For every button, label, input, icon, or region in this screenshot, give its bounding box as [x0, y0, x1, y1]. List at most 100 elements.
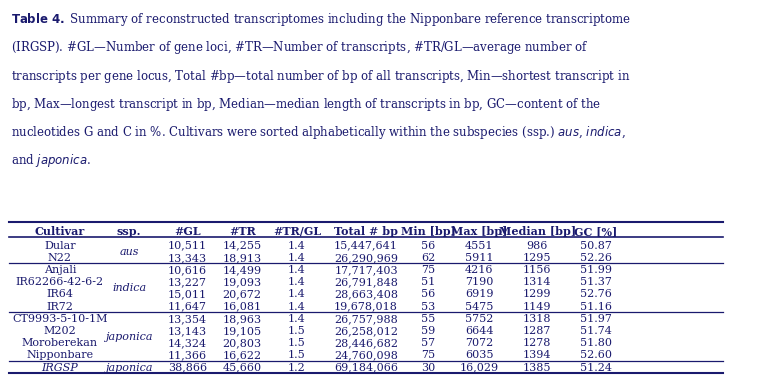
Text: 16,622: 16,622 — [223, 351, 262, 360]
Text: 14,255: 14,255 — [223, 241, 262, 250]
Text: transcripts per gene locus, Total #bp$\bf{—}$total number of bp of all transcrip: transcripts per gene locus, Total #bp$\b… — [11, 67, 630, 85]
Text: 4216: 4216 — [465, 265, 493, 275]
Text: 1299: 1299 — [523, 289, 552, 300]
Text: 56: 56 — [421, 241, 435, 250]
Text: 17,717,403: 17,717,403 — [334, 265, 398, 275]
Text: 51.37: 51.37 — [580, 277, 611, 287]
Text: 6644: 6644 — [465, 326, 493, 336]
Text: 26,258,012: 26,258,012 — [334, 326, 398, 336]
Text: 13,343: 13,343 — [168, 253, 207, 263]
Text: 14,324: 14,324 — [168, 338, 207, 348]
Text: 16,081: 16,081 — [223, 301, 262, 312]
Text: #TR: #TR — [229, 226, 256, 237]
Text: #TR/GL: #TR/GL — [273, 226, 321, 237]
Text: 28,446,682: 28,446,682 — [334, 338, 398, 348]
Text: 19,105: 19,105 — [223, 326, 262, 336]
Text: 13,354: 13,354 — [168, 314, 207, 324]
Text: 57: 57 — [421, 338, 435, 348]
Text: Moroberekan: Moroberekan — [22, 338, 98, 348]
Text: 26,791,848: 26,791,848 — [334, 277, 398, 287]
Text: GC [%]: GC [%] — [574, 226, 617, 237]
Text: 51.24: 51.24 — [580, 363, 611, 372]
Text: indica: indica — [112, 283, 146, 293]
Text: 1278: 1278 — [523, 338, 552, 348]
Text: 51: 51 — [421, 277, 435, 287]
Text: IR62266-42-6-2: IR62266-42-6-2 — [16, 277, 104, 287]
Text: Max [bp]: Max [bp] — [451, 226, 507, 237]
Text: 14,499: 14,499 — [223, 265, 262, 275]
Text: japonica: japonica — [106, 332, 153, 342]
Text: 13,227: 13,227 — [168, 277, 207, 287]
Text: 69,184,066: 69,184,066 — [334, 363, 398, 372]
Text: 1385: 1385 — [523, 363, 552, 372]
Text: nucleotides G and C in %. Cultivars were sorted alphabetically within the subspe: nucleotides G and C in %. Cultivars were… — [11, 124, 626, 141]
Text: IR64: IR64 — [47, 289, 74, 300]
Text: $\bf{Table\ 4.}$ Summary of reconstructed transcriptomes including the Nipponbar: $\bf{Table\ 4.}$ Summary of reconstructe… — [11, 11, 631, 28]
Text: 20,672: 20,672 — [223, 289, 262, 300]
Text: 51.99: 51.99 — [580, 265, 611, 275]
Text: 75: 75 — [421, 351, 435, 360]
Text: 15,011: 15,011 — [168, 289, 207, 300]
Text: 1287: 1287 — [523, 326, 552, 336]
Text: 18,963: 18,963 — [223, 314, 262, 324]
Text: 1.4: 1.4 — [288, 253, 306, 263]
Text: aus: aus — [119, 246, 139, 257]
Text: 28,663,408: 28,663,408 — [334, 289, 398, 300]
Text: 19,093: 19,093 — [223, 277, 262, 287]
Text: bp, Max$\bf{—}$longest transcript in bp, Median$\bf{—}$median length of transcri: bp, Max$\bf{—}$longest transcript in bp,… — [11, 96, 601, 113]
Text: 1314: 1314 — [523, 277, 552, 287]
Text: 1318: 1318 — [523, 314, 552, 324]
Text: 11,647: 11,647 — [168, 301, 207, 312]
Text: 59: 59 — [421, 326, 435, 336]
Text: Total # bp: Total # bp — [334, 226, 398, 237]
Text: 52.76: 52.76 — [580, 289, 611, 300]
Text: 7190: 7190 — [465, 277, 493, 287]
Text: 55: 55 — [421, 314, 435, 324]
Text: 1.4: 1.4 — [288, 265, 306, 275]
Text: 15,447,641: 15,447,641 — [334, 241, 398, 250]
Text: 5752: 5752 — [465, 314, 493, 324]
Text: N22: N22 — [48, 253, 72, 263]
Text: 20,803: 20,803 — [223, 338, 262, 348]
Text: 10,511: 10,511 — [168, 241, 207, 250]
Text: 1156: 1156 — [523, 265, 552, 275]
Text: 30: 30 — [421, 363, 435, 372]
Text: 51.16: 51.16 — [580, 301, 611, 312]
Text: 4551: 4551 — [465, 241, 493, 250]
Text: 19,678,018: 19,678,018 — [334, 301, 398, 312]
Text: M202: M202 — [44, 326, 77, 336]
Text: ssp.: ssp. — [117, 226, 142, 237]
Text: 13,143: 13,143 — [168, 326, 207, 336]
Text: 56: 56 — [421, 289, 435, 300]
Text: 7072: 7072 — [465, 338, 493, 348]
Text: 1.4: 1.4 — [288, 277, 306, 287]
Text: and $\it{japonica}$.: and $\it{japonica}$. — [11, 152, 91, 169]
Text: 1.4: 1.4 — [288, 289, 306, 300]
Text: 6919: 6919 — [465, 289, 493, 300]
Text: 986: 986 — [527, 241, 548, 250]
Text: 1.5: 1.5 — [288, 338, 306, 348]
Text: Anjali: Anjali — [44, 265, 76, 275]
Text: IR72: IR72 — [47, 301, 74, 312]
Text: Median [bp]: Median [bp] — [499, 226, 576, 237]
Text: 1.4: 1.4 — [288, 314, 306, 324]
Text: #GL: #GL — [174, 226, 201, 237]
Text: IRGSP: IRGSP — [41, 363, 78, 372]
Text: 53: 53 — [421, 301, 435, 312]
Text: Dular: Dular — [44, 241, 76, 250]
Text: 10,616: 10,616 — [168, 265, 207, 275]
Text: 1394: 1394 — [523, 351, 552, 360]
Text: 1295: 1295 — [523, 253, 552, 263]
Text: 52.26: 52.26 — [580, 253, 611, 263]
Text: 18,913: 18,913 — [223, 253, 262, 263]
Text: 38,866: 38,866 — [168, 363, 207, 372]
Text: 1.4: 1.4 — [288, 301, 306, 312]
Text: 1.2: 1.2 — [288, 363, 306, 372]
Text: 1.5: 1.5 — [288, 326, 306, 336]
Text: Min [bp]: Min [bp] — [401, 226, 456, 237]
Text: 62: 62 — [421, 253, 435, 263]
Text: 1149: 1149 — [523, 301, 552, 312]
Text: 51.97: 51.97 — [580, 314, 611, 324]
Text: 45,660: 45,660 — [223, 363, 262, 372]
Text: 6035: 6035 — [465, 351, 493, 360]
